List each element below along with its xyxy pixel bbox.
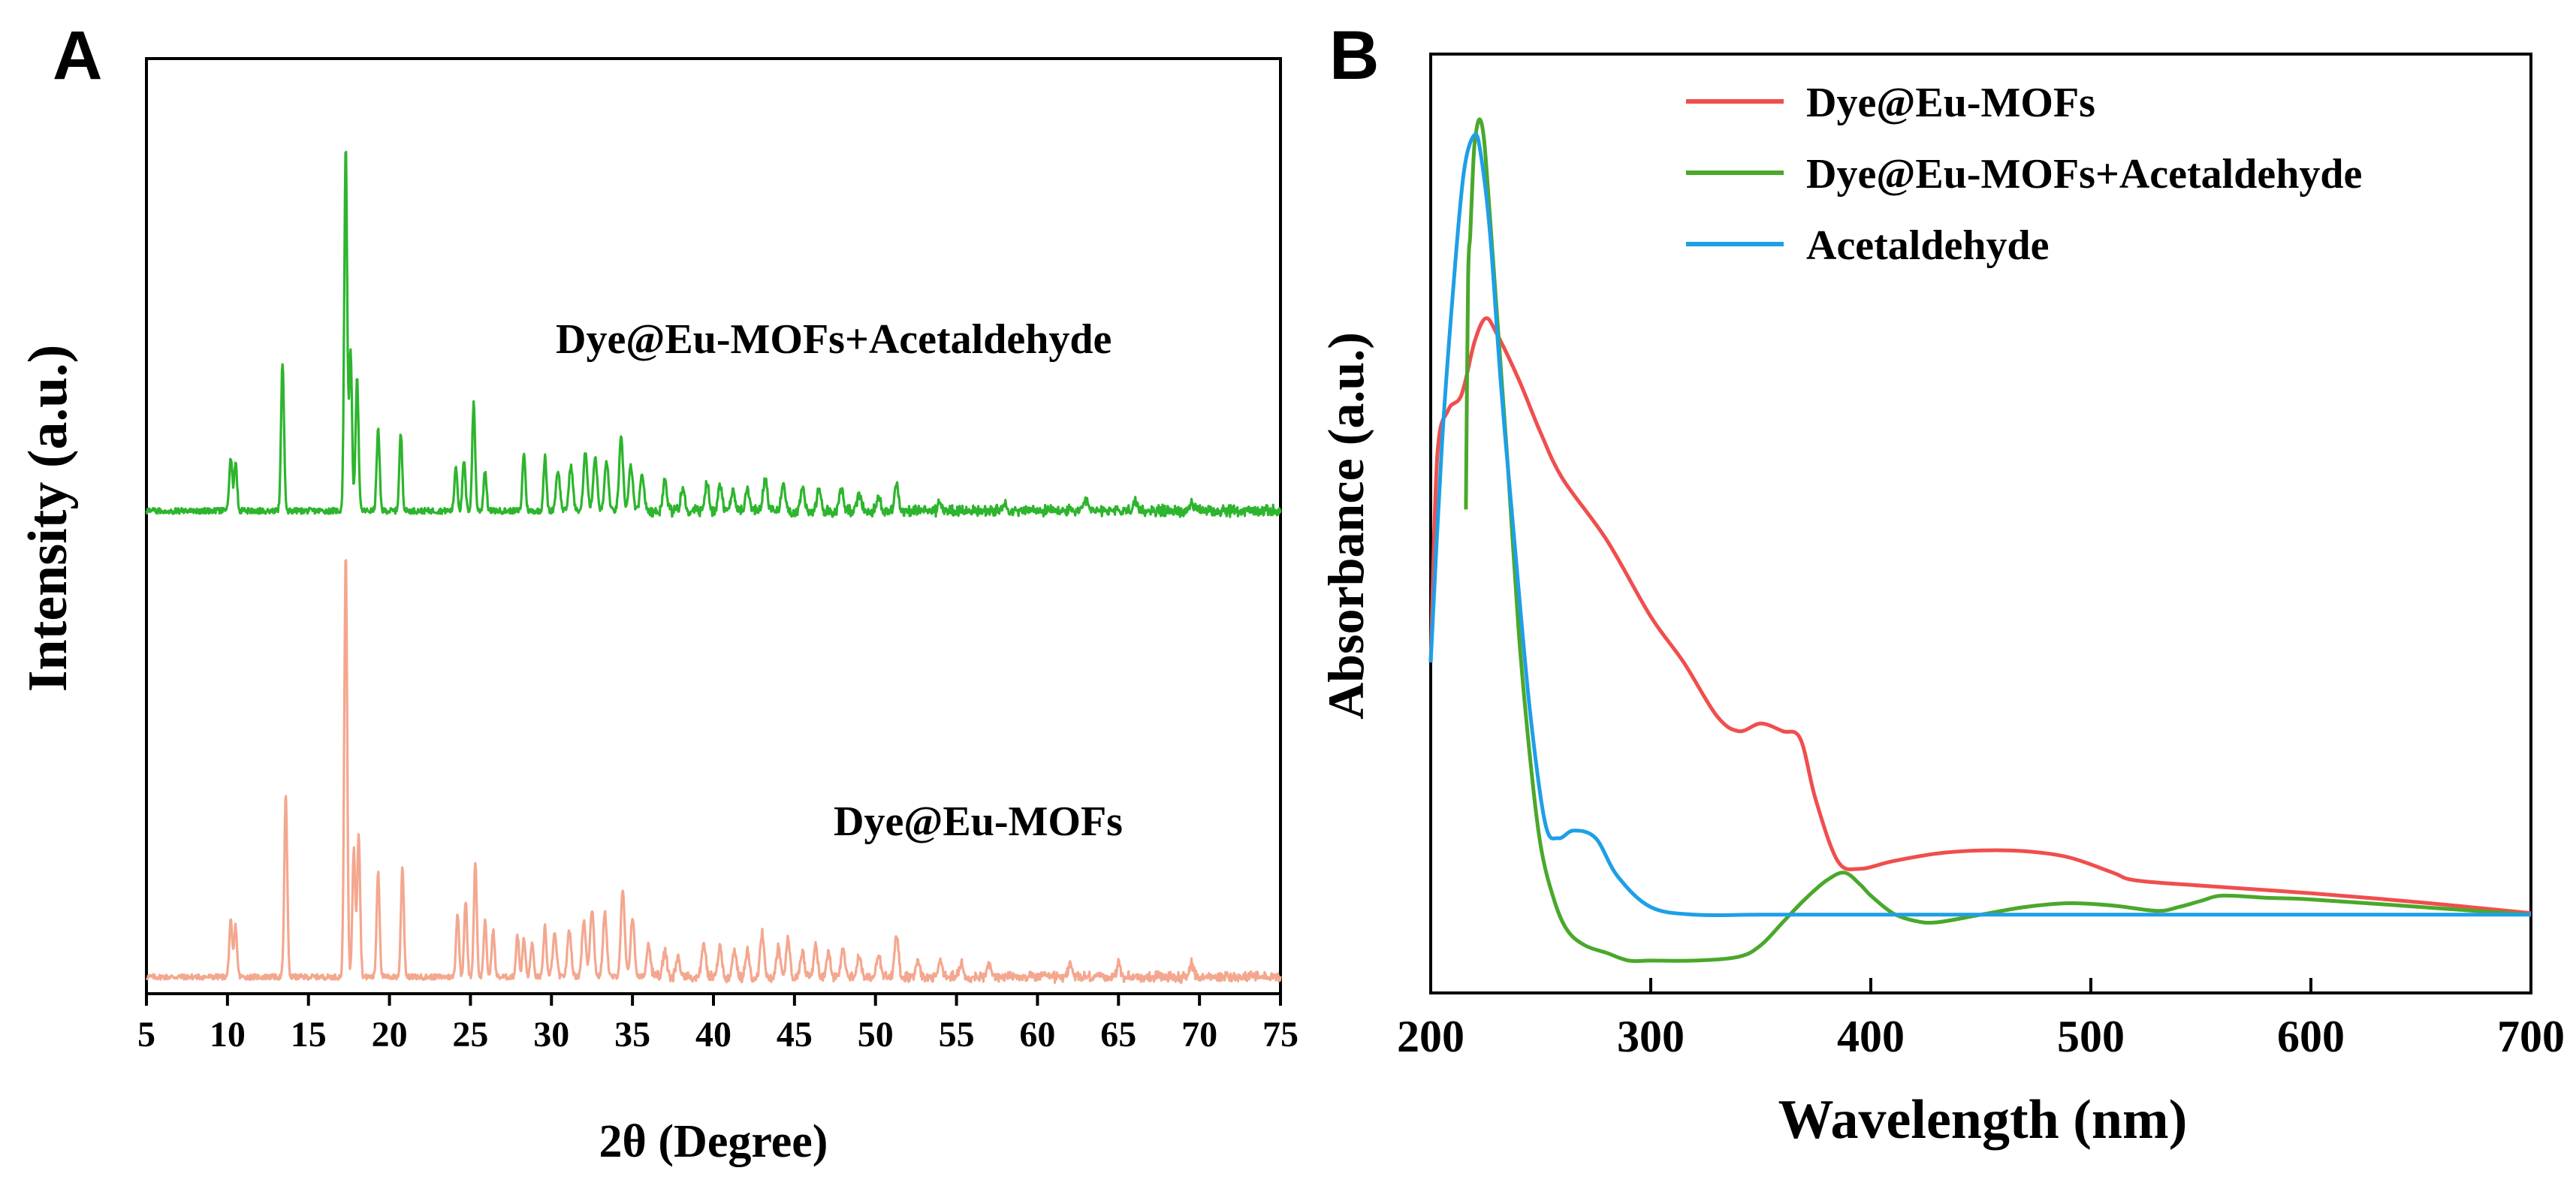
legend-item-acetaldehyde: Acetaldehyde — [1686, 222, 2050, 269]
legend-label-dye-eu-mofs+acetaldehyde: Dye@Eu-MOFs+Acetaldehyde — [1806, 151, 2362, 198]
x-tick-label: 50 — [858, 1015, 894, 1055]
x-tick-label: 300 — [1617, 1012, 1685, 1061]
panel-b-legend: Dye@Eu-MOFs Dye@Eu-MOFs+Acetaldehyde Ace… — [1686, 80, 2362, 269]
x-tick-label: 60 — [1019, 1015, 1055, 1055]
x-tick-label: 700 — [2497, 1012, 2565, 1061]
panel-b-label: B — [1329, 17, 1379, 94]
panel-b-plot-area — [1428, 53, 2532, 994]
panel-a-plot-area — [145, 57, 1282, 995]
x-tick-label: 40 — [695, 1015, 731, 1055]
series-line-dye-eu-mofs+acetaldehyde — [145, 150, 1282, 518]
x-tick-label: 75 — [1262, 1015, 1299, 1055]
x-tick-label: 35 — [614, 1015, 650, 1055]
legend-label-acetaldehyde: Acetaldehyde — [1806, 222, 2050, 269]
panel-b-uv-vis-chart: B 200 300 400 500 600 700 Dye@Eu-MOFs Dye@Eu-… — [1317, 17, 2565, 1151]
legend-label-dye-eu-mofs: Dye@Eu-MOFs — [1806, 80, 2095, 126]
x-tick-label: 10 — [210, 1015, 246, 1055]
x-tick-label: 25 — [452, 1015, 488, 1055]
x-tick-label: 600 — [2277, 1012, 2345, 1061]
x-tick-label: 500 — [2057, 1012, 2125, 1061]
x-tick-label: 400 — [1837, 1012, 1905, 1061]
x-tick-label: 30 — [533, 1015, 569, 1055]
x-tick-label: 20 — [372, 1015, 408, 1055]
x-tick-label: 15 — [291, 1015, 327, 1055]
x-tick-label: 55 — [939, 1015, 975, 1055]
panel-a-x-axis-label: 2θ (Degree) — [599, 1116, 828, 1167]
panel-a-x-ticks: 5 10 15 20 25 30 35 40 45 50 55 60 65 70 75 — [137, 994, 1299, 1055]
legend-item-dye-eu-mofs+acetaldehyde: Dye@Eu-MOFs+Acetaldehyde — [1686, 151, 2362, 198]
x-tick-label: 200 — [1397, 1012, 1464, 1061]
panel-a-axes-frame — [145, 57, 1282, 995]
x-tick-label: 70 — [1181, 1015, 1217, 1055]
series-line-dye-eu-mofs — [1428, 316, 2532, 916]
panel-b-x-axis-label: Wavelength (nm) — [1778, 1089, 2188, 1151]
panel-b-axes-frame — [1429, 53, 2532, 994]
panel-a-annotation-dye-eu-mofs: Dye@Eu-MOFs — [834, 798, 1123, 845]
panel-a-annotation-dye-eu-mofs-acetaldehyde: Dye@Eu-MOFs+Acetaldehyde — [556, 316, 1112, 363]
series-line-dye-eu-mofs — [145, 559, 1282, 985]
panel-b-y-axis-label: Absorbance (a.u.) — [1317, 332, 1374, 720]
series-line-acetaldehyde — [1428, 132, 2531, 918]
panel-a-xrd-chart: A 5 10 15 20 25 30 35 40 45 50 55 60 65 70 75 Dye@Eu-M… — [17, 17, 1299, 1167]
x-tick-label: 5 — [137, 1015, 155, 1055]
panel-a-label: A — [53, 17, 102, 94]
legend-item-dye-eu-mofs: Dye@Eu-MOFs — [1686, 80, 2095, 126]
panel-b-x-ticks: 200 300 400 500 600 700 — [1397, 978, 2565, 1061]
x-tick-label: 65 — [1100, 1015, 1136, 1055]
series-line-dye-eu-mofs+acetaldehyde — [1464, 117, 2532, 964]
x-tick-label: 45 — [777, 1015, 813, 1055]
panel-a-y-axis-label: Intensity (a.u.) — [17, 345, 79, 693]
